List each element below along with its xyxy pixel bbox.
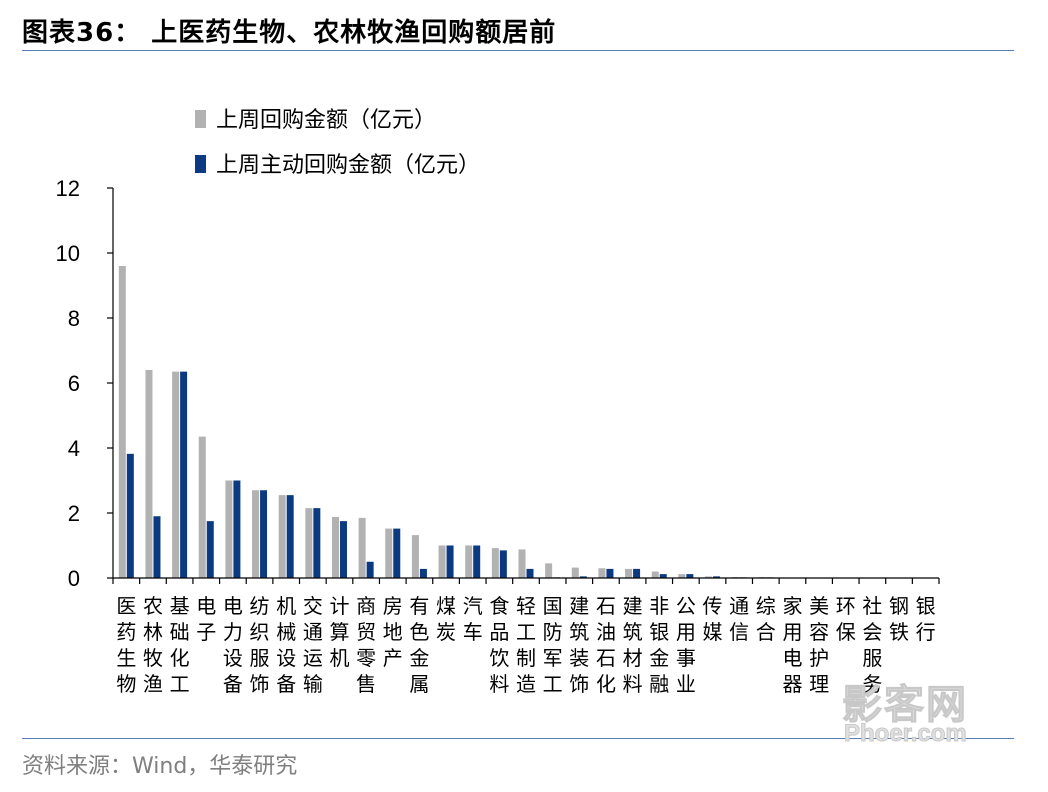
bar-active-3 bbox=[206, 521, 214, 579]
bar-active-13 bbox=[473, 545, 481, 578]
watermark-logo: 影客网 Phoer.com bbox=[838, 672, 1008, 752]
bar-total-2 bbox=[172, 371, 180, 579]
footer-divider bbox=[22, 738, 1014, 739]
watermark-text-cn: 影客网 bbox=[842, 682, 968, 729]
x-category-label: 食品饮料 bbox=[489, 594, 509, 696]
bar-total-21 bbox=[678, 574, 686, 578]
x-category-label: 银行 bbox=[916, 594, 936, 644]
x-category-label: 家用电器 bbox=[782, 594, 802, 696]
bar-active-15 bbox=[526, 568, 534, 578]
bar-active-17 bbox=[579, 576, 587, 579]
bar-total-3 bbox=[198, 436, 206, 579]
bar-total-1 bbox=[145, 370, 153, 578]
y-tick-label: 12 bbox=[56, 176, 80, 201]
bar-total-14 bbox=[491, 548, 499, 578]
x-category-label: 煤炭 bbox=[436, 594, 456, 644]
source-note: 资料来源：Wind，华泰研究 bbox=[22, 754, 298, 779]
bar-total-4 bbox=[225, 480, 233, 578]
bar-active-19 bbox=[633, 568, 641, 578]
x-category-label: 农林牧渔 bbox=[143, 594, 163, 696]
x-category-label: 汽车 bbox=[463, 594, 483, 644]
x-category-label: 电力设备 bbox=[223, 594, 243, 696]
legend-label-active: 上周主动回购金额（亿元） bbox=[216, 153, 480, 178]
bar-total-17 bbox=[571, 567, 579, 578]
bar-active-20 bbox=[659, 574, 667, 578]
y-tick-label: 4 bbox=[68, 436, 80, 461]
bar-marks bbox=[118, 266, 934, 579]
watermark-text-en: Phoer.com bbox=[844, 720, 968, 748]
x-category-label: 综合 bbox=[756, 594, 776, 644]
bar-total-5 bbox=[252, 490, 260, 578]
y-tick-label: 2 bbox=[68, 501, 80, 526]
bar-active-12 bbox=[446, 545, 454, 578]
x-category-label: 轻工制造 bbox=[516, 594, 536, 696]
x-category-label: 房地产 bbox=[383, 594, 403, 670]
y-tick-label: 8 bbox=[68, 306, 80, 331]
bar-active-21 bbox=[686, 574, 694, 578]
bar-active-9 bbox=[366, 561, 374, 578]
x-axis: 医药生物农林牧渔基础化工电子电力设备纺织服饰机械设备交通运输计算机商贸零售房地产… bbox=[112, 577, 940, 696]
bar-total-15 bbox=[518, 549, 526, 578]
x-category-label: 建筑装饰 bbox=[569, 594, 589, 696]
bar-active-10 bbox=[393, 528, 401, 578]
bar-total-10 bbox=[385, 528, 393, 578]
bar-total-9 bbox=[358, 517, 366, 579]
chart-legend: 上周回购金额（亿元） 上周主动回购金额（亿元） bbox=[195, 108, 480, 178]
x-category-label: 纺织服饰 bbox=[250, 594, 270, 696]
bar-active-14 bbox=[499, 550, 507, 579]
bar-active-18 bbox=[606, 568, 614, 578]
x-category-label: 机械设备 bbox=[276, 594, 296, 696]
title-divider bbox=[22, 50, 1014, 51]
page-title: 图表36： 上医药生物、农林牧渔回购额居前 bbox=[22, 18, 557, 48]
bar-active-22 bbox=[713, 576, 721, 579]
bar-total-13 bbox=[465, 545, 473, 578]
y-axis: 0 2 4 6 8 10 12 bbox=[56, 176, 114, 591]
x-category-label: 基础化工 bbox=[170, 594, 190, 696]
bar-total-6 bbox=[278, 495, 286, 579]
x-category-label: 有色金属 bbox=[409, 594, 429, 696]
x-category-label: 建筑材料 bbox=[623, 594, 643, 696]
bar-active-4 bbox=[233, 480, 241, 578]
legend-swatch-total bbox=[195, 110, 206, 128]
x-category-label: 商贸零售 bbox=[356, 594, 376, 696]
legend-label-total: 上周回购金额（亿元） bbox=[216, 108, 436, 133]
x-category-label: 公用事业 bbox=[676, 594, 696, 696]
x-category-label: 交通运输 bbox=[303, 594, 323, 696]
y-tick-label: 0 bbox=[68, 566, 80, 591]
y-tick-label: 6 bbox=[68, 371, 80, 396]
bar-total-19 bbox=[625, 568, 633, 578]
bar-active-7 bbox=[313, 508, 321, 579]
legend-swatch-active bbox=[195, 155, 206, 173]
x-category-label: 医药生物 bbox=[116, 594, 136, 696]
bar-active-5 bbox=[260, 490, 268, 578]
x-category-label: 环保 bbox=[836, 594, 856, 644]
bar-total-20 bbox=[651, 571, 659, 578]
x-category-label: 电子 bbox=[196, 594, 216, 644]
bar-total-8 bbox=[331, 516, 339, 578]
bar-chart: 上周回购金额（亿元） 上周主动回购金额（亿元） 0 2 4 6 8 10 12 医药生物农林… bbox=[56, 108, 940, 696]
x-category-label: 计算机 bbox=[329, 594, 349, 670]
x-category-label: 美容护理 bbox=[809, 594, 829, 696]
bar-total-22 bbox=[705, 576, 713, 579]
y-tick-label: 10 bbox=[56, 241, 80, 266]
x-category-label: 社会服务 bbox=[862, 594, 882, 696]
bar-total-0 bbox=[118, 266, 126, 578]
x-category-label: 石油石化 bbox=[596, 594, 616, 696]
bar-active-8 bbox=[339, 521, 347, 579]
bar-total-18 bbox=[598, 568, 606, 578]
x-category-label: 非银金融 bbox=[649, 594, 669, 696]
bar-total-7 bbox=[305, 508, 313, 579]
bar-total-11 bbox=[411, 535, 419, 578]
bar-active-2 bbox=[180, 371, 188, 579]
bar-total-16 bbox=[545, 563, 553, 579]
x-category-label: 通信 bbox=[729, 594, 749, 644]
bar-active-6 bbox=[286, 495, 294, 579]
bar-total-12 bbox=[438, 545, 446, 578]
bar-active-0 bbox=[126, 453, 134, 578]
x-category-label: 国防军工 bbox=[543, 594, 563, 696]
x-category-label: 传媒 bbox=[703, 594, 723, 644]
x-category-label: 钢铁 bbox=[889, 594, 909, 644]
bar-active-11 bbox=[419, 568, 427, 578]
bar-active-1 bbox=[153, 516, 161, 578]
